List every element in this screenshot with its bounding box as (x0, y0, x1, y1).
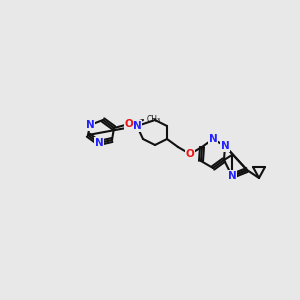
Text: N: N (133, 121, 141, 131)
Text: N: N (85, 120, 94, 130)
Text: N: N (220, 141, 230, 151)
Text: O: O (186, 149, 194, 159)
Text: CH₃: CH₃ (147, 116, 161, 124)
Text: N: N (228, 171, 236, 181)
Text: N: N (94, 138, 103, 148)
Text: O: O (124, 119, 134, 129)
Text: N: N (208, 134, 217, 144)
